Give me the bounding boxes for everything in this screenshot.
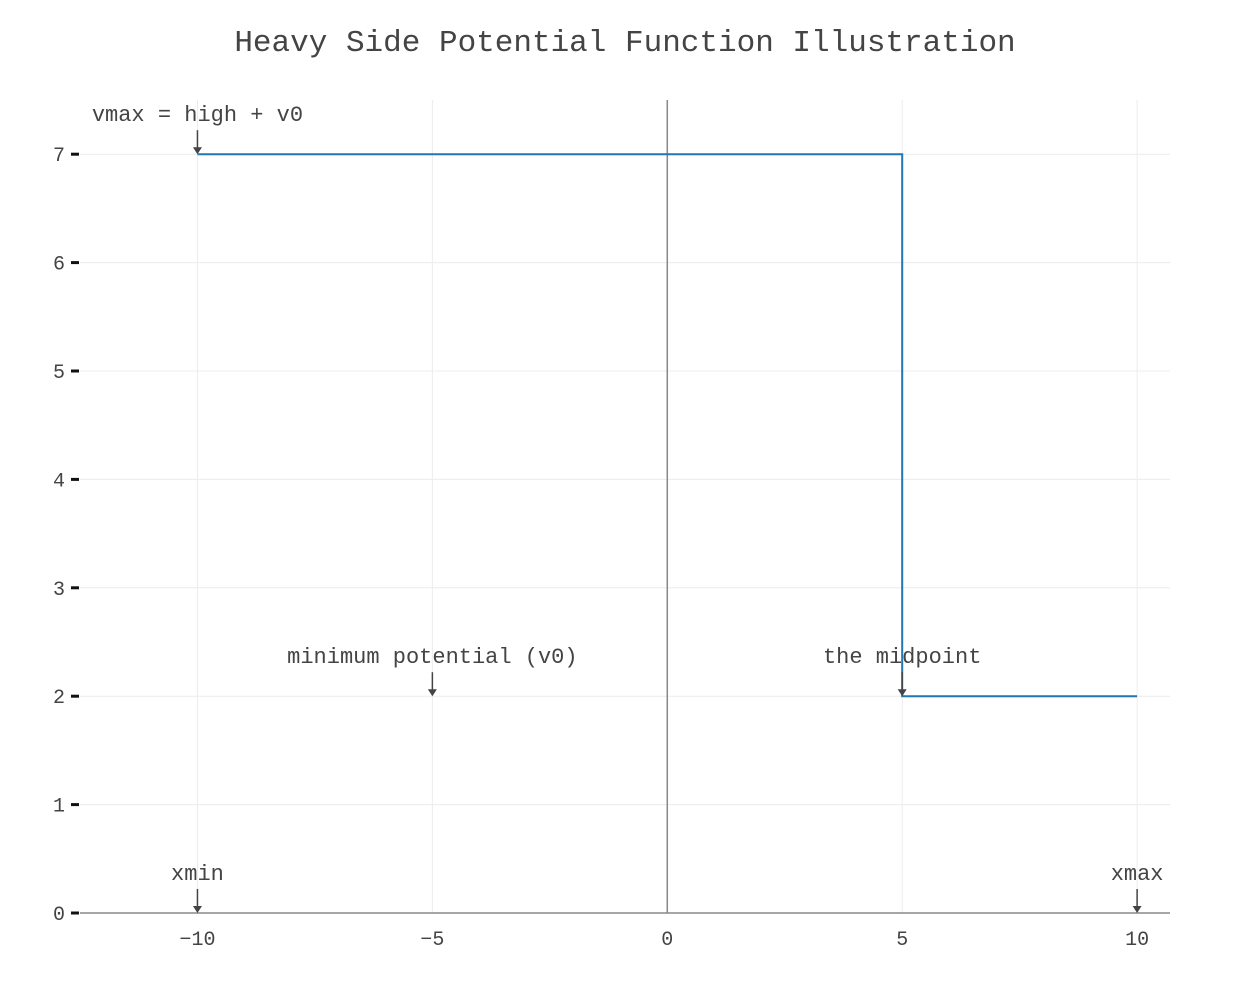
chart-title: Heavy Side Potential Function Illustrati…	[234, 26, 1015, 61]
annotation-arrow-head	[1132, 906, 1142, 913]
annotation: vmax = high + v0	[92, 103, 303, 155]
annotation-arrow-head	[897, 689, 907, 697]
annotation-label: minimum potential (v0)	[287, 645, 577, 670]
series-line	[197, 153, 1138, 698]
x-tick-label: 0	[661, 929, 673, 952]
annotation: xmax	[1111, 862, 1164, 913]
y-tick-label: 2	[53, 687, 65, 710]
annotation-label: xmin	[171, 862, 224, 887]
y-tick-label: 6	[53, 254, 65, 277]
annotation: minimum potential (v0)	[287, 645, 578, 697]
annotation: xmin	[171, 862, 224, 913]
y-tick-label: 4	[53, 470, 65, 493]
annotation-label: xmax	[1111, 862, 1164, 887]
annotation: the midpoint	[823, 645, 981, 697]
y-tick-label: 5	[53, 362, 65, 385]
y-tick-label: 1	[53, 796, 65, 819]
grid-lines	[80, 100, 1170, 913]
y-tick-label: 3	[53, 579, 65, 602]
y-tick-label: 0	[53, 904, 65, 927]
annotation-label: the midpoint	[823, 645, 981, 670]
x-tick-label: −5	[420, 929, 444, 952]
axes: 0 1 2 3 4 5 6 7 −10 −5 0 5 10	[53, 100, 1170, 952]
x-tick-label: 10	[1125, 929, 1149, 952]
annotation-label: vmax = high + v0	[92, 103, 303, 128]
annotation-arrow-head	[427, 689, 437, 697]
annotation-arrow-head	[192, 147, 202, 155]
x-tick-label: −10	[179, 929, 215, 952]
series-layer	[197, 153, 1138, 698]
annotations: vmax = high + v0 minimum potential (v0) th…	[92, 103, 1164, 913]
x-tick-label: 5	[896, 929, 908, 952]
annotation-arrow-head	[192, 906, 202, 913]
y-tick-label: 7	[53, 145, 65, 168]
